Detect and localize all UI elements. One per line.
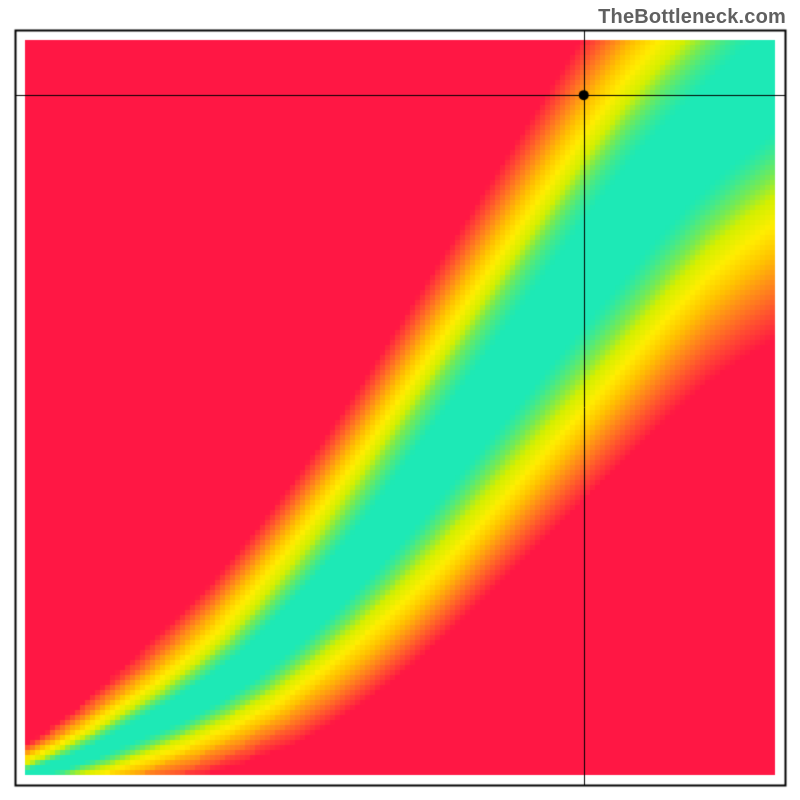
bottleneck-heatmap [0,0,800,800]
attribution-text: TheBottleneck.com [598,6,786,29]
